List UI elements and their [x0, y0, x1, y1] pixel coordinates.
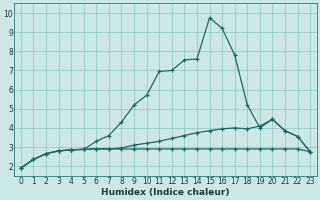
X-axis label: Humidex (Indice chaleur): Humidex (Indice chaleur)	[101, 188, 230, 197]
